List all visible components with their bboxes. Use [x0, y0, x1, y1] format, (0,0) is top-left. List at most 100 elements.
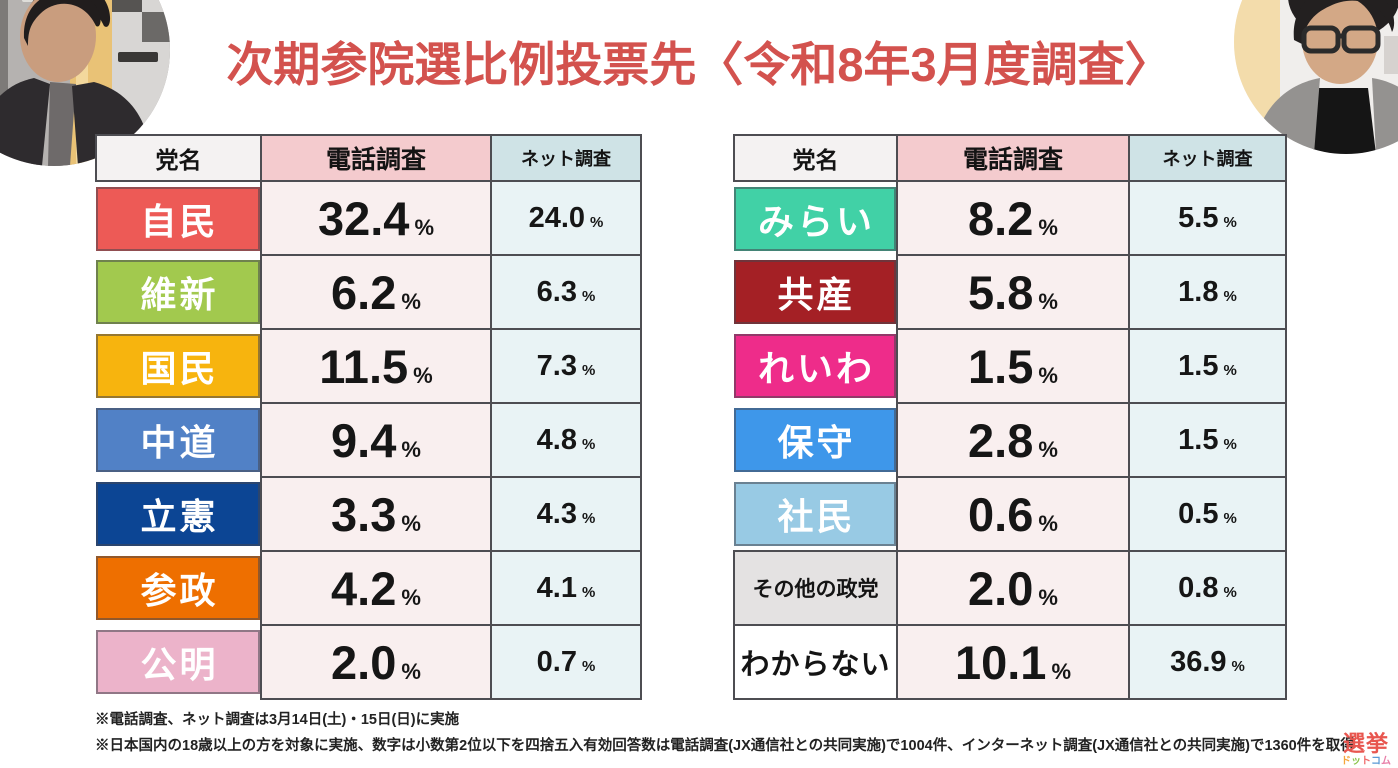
net-survey-value: 4.1%: [490, 550, 642, 626]
value-number: 0.7: [536, 645, 577, 678]
value-number: 3.3: [331, 487, 397, 541]
party-name-cell: 保守: [734, 403, 897, 477]
net-survey-value: 1.5%: [1128, 402, 1287, 478]
value-number: 8.2: [968, 191, 1034, 245]
value-number: 1.8: [1178, 275, 1219, 308]
table-row: 立憲 3.3% 4.3%: [96, 476, 642, 552]
header-phone-survey: 電話調査: [260, 134, 492, 182]
header-phone-survey: 電話調査: [896, 134, 1130, 182]
table-row: 自民 32.4% 24.0%: [96, 180, 642, 256]
party-name-cell: 参政: [96, 551, 261, 625]
value-number: 4.2: [331, 561, 397, 615]
party-color-chip: 共産: [734, 260, 896, 324]
phone-survey-value: 0.6%: [896, 476, 1130, 552]
party-name-cell: れいわ: [734, 329, 897, 403]
party-name-cell: 共産: [734, 255, 897, 329]
phone-survey-value: 10.1%: [896, 624, 1130, 700]
value-number: 10.1: [954, 635, 1047, 689]
net-survey-value: 0.5%: [1128, 476, 1287, 552]
phone-survey-value: 32.4%: [260, 180, 492, 256]
value-number: 4.3: [536, 497, 577, 530]
phone-survey-value: 4.2%: [260, 550, 492, 626]
table-row: 参政 4.2% 4.1%: [96, 550, 642, 626]
footnote-methodology: ※日本国内の18歳以上の方を対象に実施、数字は小数第2位以下を四捨五入有効回答数…: [95, 738, 1355, 754]
phone-survey-value: 9.4%: [260, 402, 492, 478]
table-header-row: 党名 電話調査 ネット調査: [733, 134, 1287, 182]
party-name-cell: 国民: [96, 329, 261, 403]
senkyo-dotcom-logo: 選挙 ドットコム: [1337, 733, 1395, 767]
party-color-chip: 中道: [96, 408, 260, 472]
value-number: 24.0: [528, 201, 586, 234]
value-number: 1.5: [1178, 349, 1219, 382]
net-survey-value: 24.0%: [490, 180, 642, 256]
value-number: 5.5: [1178, 201, 1219, 234]
party-name-cell: わからない: [733, 624, 898, 700]
table-row: れいわ 1.5% 1.5%: [734, 328, 1287, 404]
table-row: みらい 8.2% 5.5%: [734, 180, 1287, 256]
table-row: わからない 10.1% 36.9%: [733, 624, 1287, 700]
value-number: 6.3: [536, 275, 577, 308]
logo-char: ト: [1361, 756, 1371, 767]
percent-sign: %: [414, 214, 435, 240]
party-name-cell: 社民: [734, 477, 897, 551]
logo-char: ム: [1381, 756, 1391, 767]
value-number: 6.2: [331, 265, 397, 319]
net-survey-value: 4.8%: [490, 402, 642, 478]
percent-sign: %: [1038, 288, 1058, 314]
header-net-survey: ネット調査: [1128, 134, 1287, 182]
percent-sign: %: [1038, 362, 1058, 388]
party-name-label: わからない: [740, 649, 891, 681]
percent-sign: %: [1223, 435, 1237, 453]
party-name-cell: 立憲: [96, 477, 261, 551]
phone-survey-value: 2.0%: [260, 624, 492, 700]
party-color-chip: 自民: [96, 186, 260, 251]
net-survey-value: 7.3%: [490, 328, 642, 404]
table-row: 維新 6.2% 6.3%: [96, 254, 642, 330]
percent-sign: %: [1038, 214, 1058, 240]
phone-survey-value: 6.2%: [260, 254, 492, 330]
percent-sign: %: [581, 435, 596, 453]
percent-sign: %: [581, 509, 596, 527]
percent-sign: %: [413, 362, 433, 388]
party-name-cell: その他の政党: [733, 550, 898, 626]
header-net-survey: ネット調査: [490, 134, 642, 182]
party-name-cell: みらい: [734, 181, 897, 255]
table-row: 共産 5.8% 1.8%: [734, 254, 1287, 330]
phone-survey-value: 2.8%: [896, 402, 1130, 478]
value-number: 0.5: [1178, 497, 1219, 530]
poll-table-left: 党名 電話調査 ネット調査 自民 32.4% 24.0% 維新 6.2% 6.3% 国民 11…: [95, 134, 642, 700]
value-number: 2.0: [968, 561, 1034, 615]
percent-sign: %: [401, 436, 421, 462]
percent-sign: %: [1231, 657, 1245, 675]
net-survey-value: 1.8%: [1128, 254, 1287, 330]
percent-sign: %: [581, 583, 596, 601]
party-color-chip: 保守: [734, 408, 896, 472]
value-number: 2.8: [968, 413, 1034, 467]
net-survey-value: 6.3%: [490, 254, 642, 330]
value-number: 5.8: [968, 265, 1034, 319]
percent-sign: %: [1223, 213, 1237, 231]
party-color-chip: れいわ: [734, 334, 896, 398]
net-survey-value: 0.7%: [490, 624, 642, 700]
party-name-cell: 公明: [96, 625, 261, 699]
percent-sign: %: [401, 510, 421, 536]
party-color-chip: 社民: [734, 481, 896, 546]
logo-char: コ: [1371, 756, 1381, 767]
net-survey-value: 0.8%: [1128, 550, 1287, 626]
percent-sign: %: [581, 657, 596, 675]
logo-text-dotcom: ドットコム: [1337, 757, 1395, 767]
percent-sign: %: [1223, 509, 1237, 527]
value-number: 1.5: [968, 339, 1034, 393]
table-row: 社民 0.6% 0.5%: [734, 476, 1287, 552]
value-number: 4.1: [536, 571, 577, 604]
net-survey-value: 5.5%: [1128, 180, 1287, 256]
footnotes: ※電話調査、ネット調査は3月14日(土)・15日(日)に実施 ※日本国内の18歳…: [95, 707, 1355, 759]
party-color-chip: 公明: [96, 630, 260, 694]
value-number: 4.8: [536, 423, 577, 456]
table-row: 国民 11.5% 7.3%: [96, 328, 642, 404]
value-number: 36.9: [1170, 645, 1227, 678]
phone-survey-value: 11.5%: [260, 328, 492, 404]
net-survey-value: 4.3%: [490, 476, 642, 552]
value-number: 32.4: [317, 191, 410, 245]
logo-char: ッ: [1351, 756, 1361, 767]
